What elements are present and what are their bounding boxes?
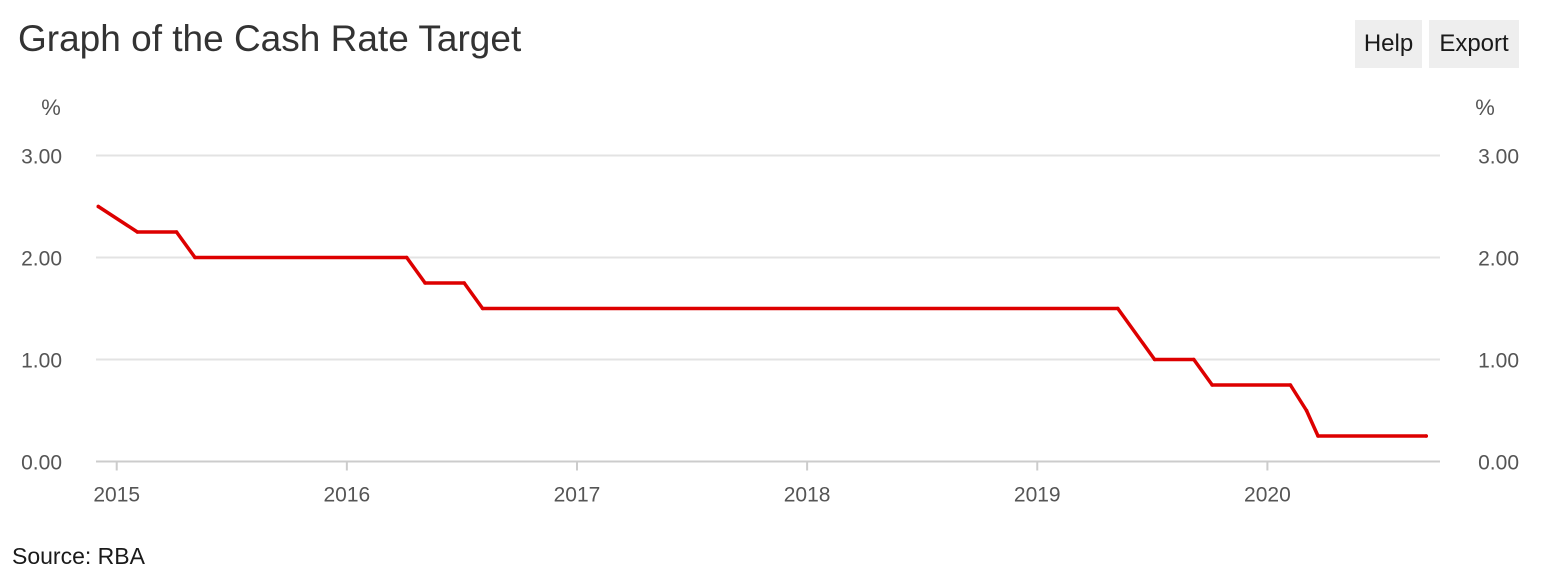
x-tick-label: 2020: [1244, 484, 1291, 507]
data-point[interactable]: [193, 255, 197, 260]
x-tick-label: 2015: [93, 484, 140, 507]
y-tick-label-right: 1.00: [1478, 350, 1519, 373]
data-point[interactable]: [404, 255, 409, 260]
data-point[interactable]: [1424, 434, 1428, 438]
data-point[interactable]: [1304, 408, 1309, 413]
y-axis-unit-left: %: [41, 95, 61, 120]
data-point[interactable]: [1116, 306, 1120, 311]
y-tick-label-left: 1.00: [21, 350, 62, 373]
export-button[interactable]: Export: [1429, 20, 1519, 68]
data-point[interactable]: [423, 281, 427, 285]
y-tick-label-right: 2.00: [1478, 248, 1519, 271]
data-point[interactable]: [480, 306, 485, 311]
x-tick-label: 2017: [554, 484, 601, 507]
data-point[interactable]: [1191, 357, 1196, 362]
source-note: Source: RBA: [12, 543, 145, 569]
x-tick-label: 2016: [323, 484, 370, 507]
y-tick-label-left: 0.00: [21, 452, 62, 475]
series-line: [96, 204, 1428, 438]
y-tick-label-left: 3.00: [21, 146, 62, 169]
data-point[interactable]: [174, 230, 179, 234]
data-point[interactable]: [1152, 357, 1157, 362]
data-point[interactable]: [1210, 383, 1214, 387]
y-axis-unit-right: %: [1475, 95, 1495, 120]
data-point[interactable]: [1288, 383, 1293, 387]
help-button[interactable]: Help: [1355, 20, 1422, 68]
y-tick-label-left: 2.00: [21, 248, 62, 271]
data-point[interactable]: [96, 204, 101, 209]
data-point[interactable]: [462, 281, 467, 285]
chart-title: Graph of the Cash Rate Target: [18, 18, 522, 59]
data-point[interactable]: [135, 230, 140, 234]
y-tick-label-right: 3.00: [1478, 146, 1519, 169]
data-point[interactable]: [1316, 434, 1320, 438]
x-tick-label: 2019: [1014, 484, 1061, 507]
x-tick-label: 2018: [784, 484, 831, 507]
y-tick-label-right: 0.00: [1478, 452, 1519, 475]
